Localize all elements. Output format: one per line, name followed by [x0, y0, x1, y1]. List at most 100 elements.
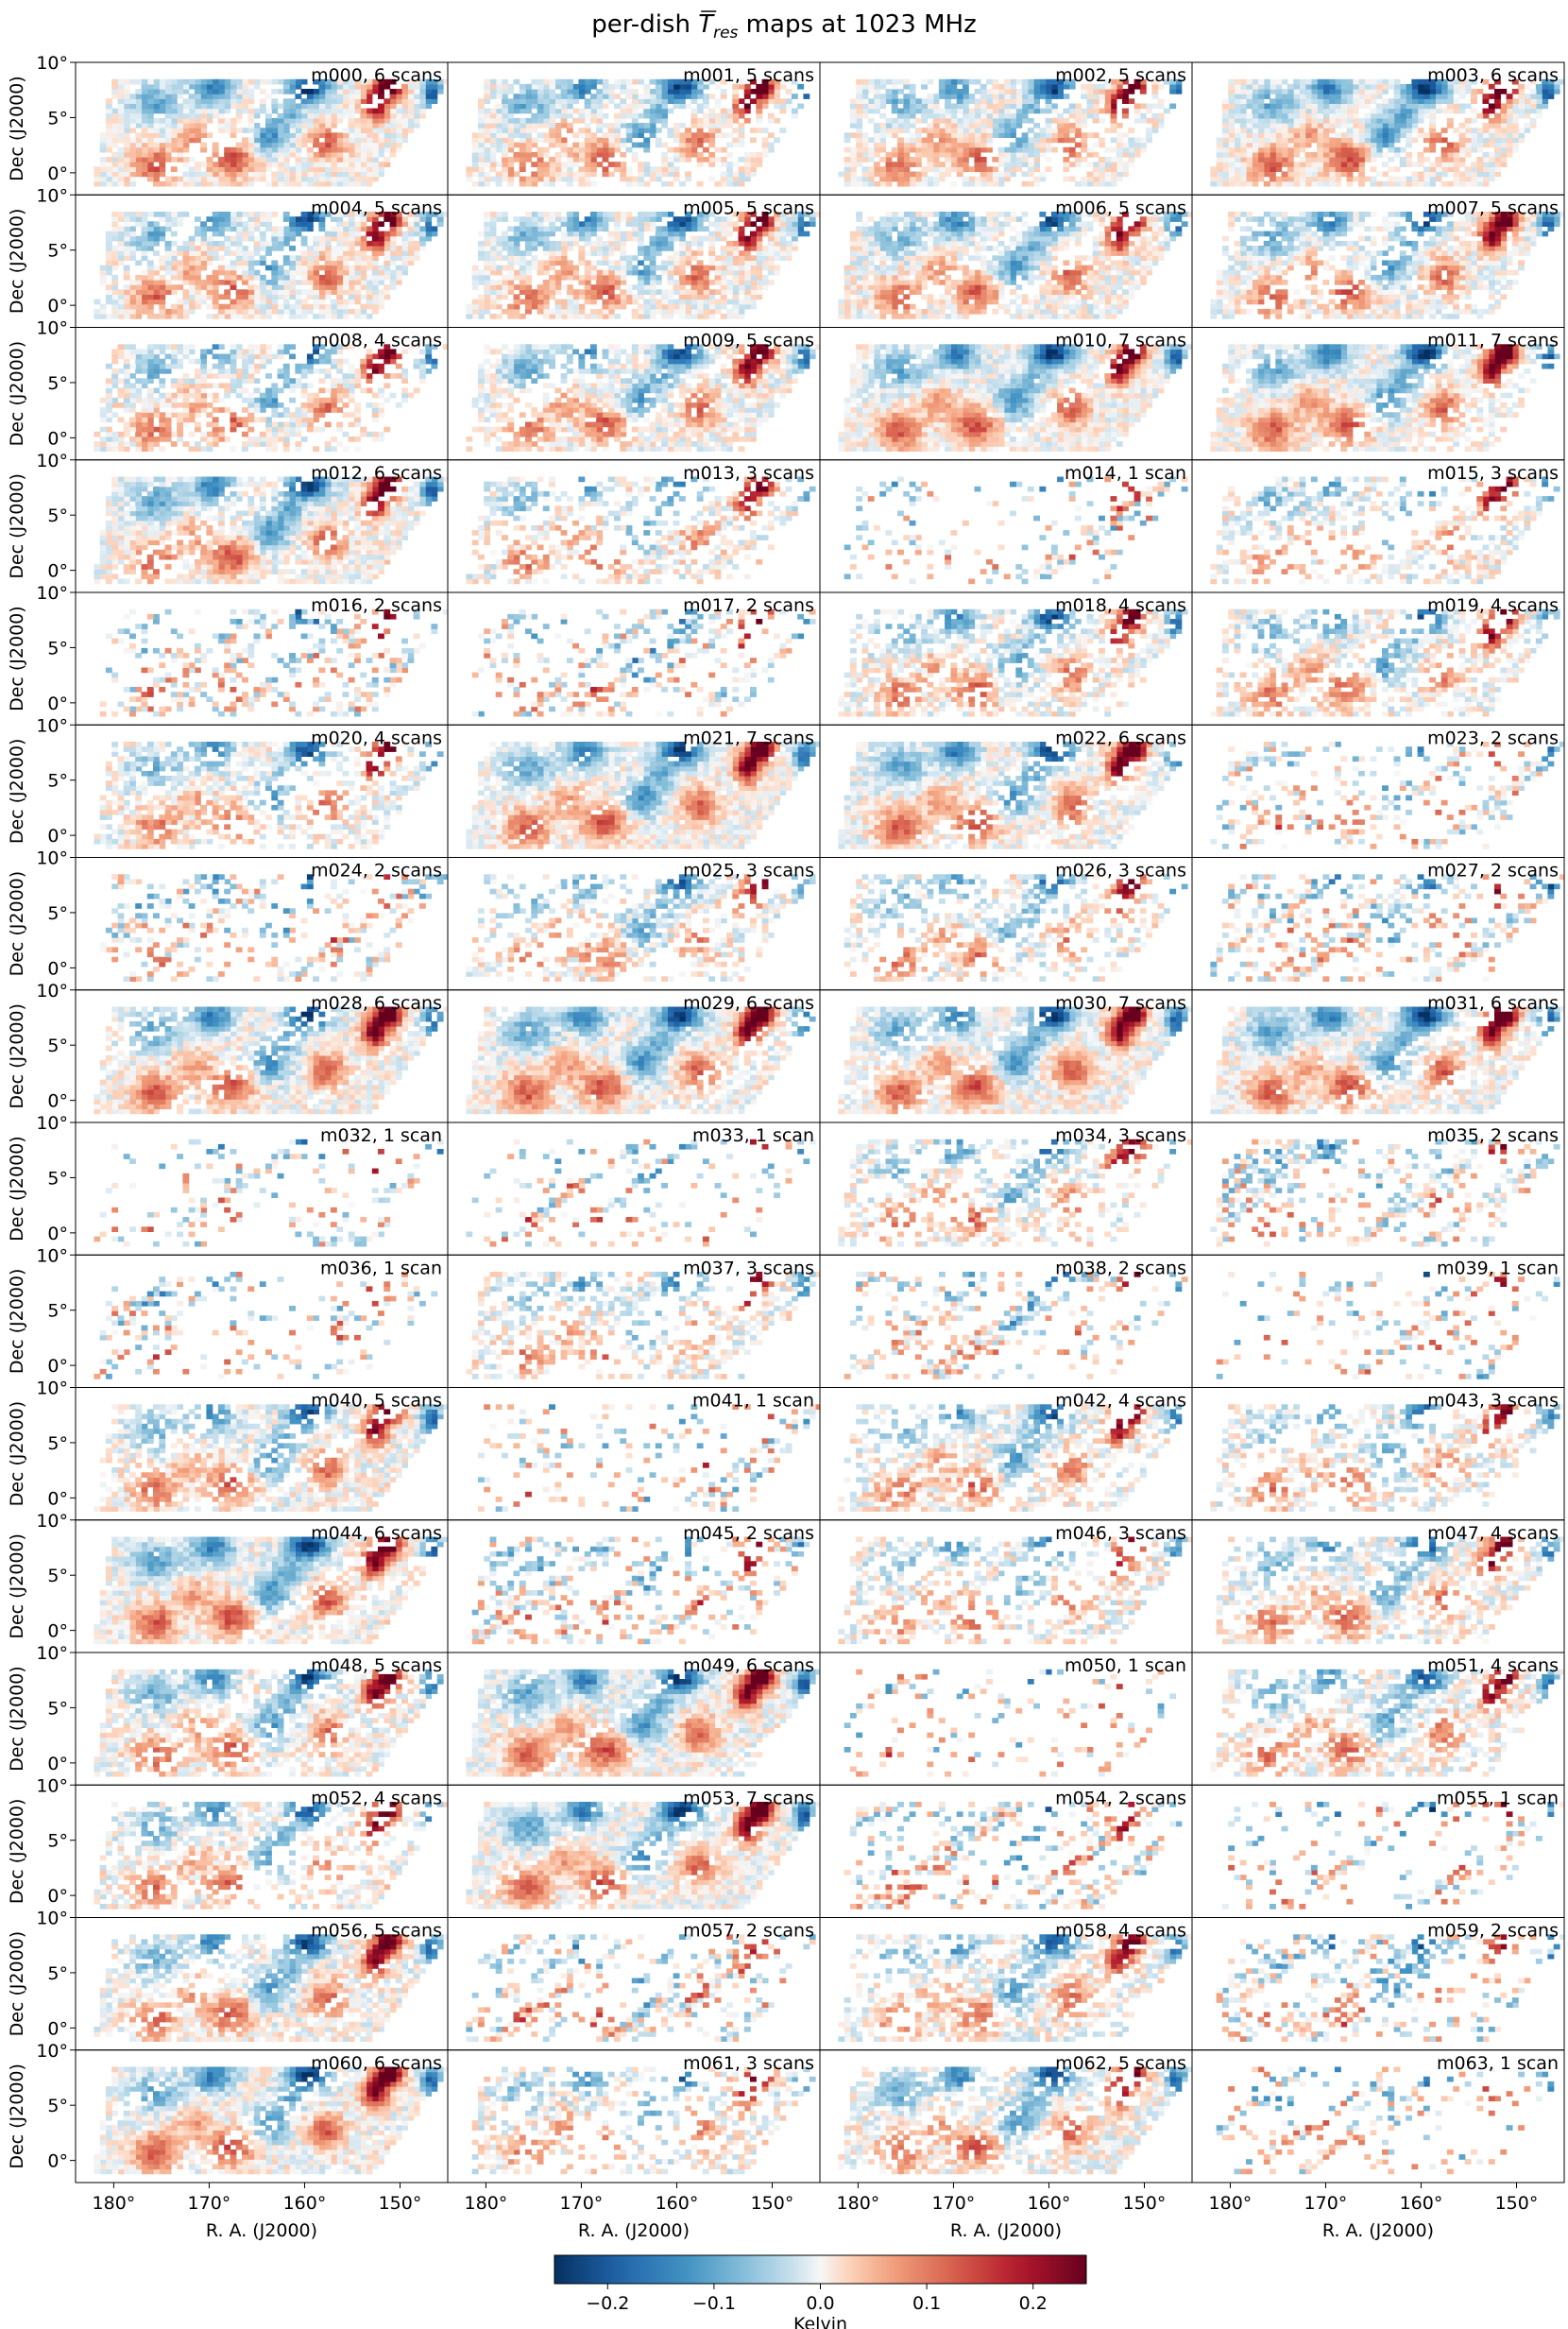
- map-pixel: [217, 314, 225, 319]
- map-pixel: [336, 151, 344, 158]
- map-pixel: [502, 103, 508, 110]
- map-pixel: [1027, 180, 1034, 187]
- map-pixel: [141, 117, 148, 124]
- map-pixel: [542, 294, 550, 300]
- map-pixel: [495, 280, 503, 285]
- map-pixel: [655, 142, 662, 148]
- map-pixel: [1482, 142, 1490, 148]
- map-pixel: [170, 221, 178, 227]
- map-pixel: [200, 142, 207, 148]
- panel-label: m001, 5 scans: [683, 65, 814, 86]
- map-pixel: [519, 98, 526, 104]
- map-pixel: [129, 108, 136, 114]
- map-pixel: [1068, 83, 1076, 90]
- map-pixel: [330, 269, 337, 276]
- map-pixel: [1003, 108, 1011, 114]
- map-pixel: [306, 216, 314, 222]
- map-pixel: [1021, 171, 1029, 178]
- map-pixel: [495, 162, 503, 167]
- map-pixel: [874, 166, 880, 172]
- map-pixel: [690, 289, 698, 295]
- map-pixel: [378, 137, 384, 144]
- map-pixel: [159, 314, 166, 319]
- map-pixel: [354, 260, 361, 266]
- map-pixel: [366, 260, 373, 266]
- map-pixel: [153, 176, 160, 182]
- map-pixel: [1216, 157, 1223, 163]
- map-pixel: [177, 142, 183, 148]
- map-pixel: [974, 128, 981, 133]
- map-pixel: [1476, 128, 1484, 133]
- map-pixel: [217, 226, 225, 232]
- map-pixel: [217, 98, 225, 104]
- map-pixel: [885, 78, 893, 85]
- map-pixel: [673, 146, 680, 153]
- map-pixel: [602, 308, 609, 315]
- map-pixel: [418, 231, 426, 237]
- map-pixel: [330, 176, 337, 182]
- map-pixel: [1310, 180, 1318, 187]
- map-pixel: [1146, 128, 1152, 133]
- map-pixel: [1518, 137, 1525, 144]
- y-axis-label: Dec (J2000): [7, 76, 27, 181]
- map-pixel: [282, 255, 290, 261]
- map-pixel: [1370, 176, 1377, 182]
- map-pixel: [105, 180, 112, 187]
- map-pixel: [1375, 151, 1383, 158]
- map-pixel: [542, 123, 550, 128]
- map-pixel: [318, 274, 326, 281]
- map-pixel: [602, 289, 609, 295]
- map-pixel: [366, 89, 373, 94]
- map-pixel: [774, 137, 780, 144]
- map-pixel: [1440, 108, 1448, 114]
- map-pixel: [938, 151, 946, 158]
- map-pixel: [242, 231, 248, 237]
- map-pixel: [874, 108, 880, 114]
- map-pixel: [1221, 117, 1229, 124]
- map-pixel: [1092, 117, 1099, 124]
- map-pixel: [856, 123, 863, 128]
- map-pixel: [1494, 157, 1501, 163]
- map-pixel: [1406, 117, 1412, 124]
- map-pixel: [720, 157, 727, 163]
- map-pixel: [750, 269, 757, 276]
- map-pixel: [537, 299, 544, 305]
- map-pixel: [324, 260, 332, 266]
- map-pixel: [1063, 146, 1070, 153]
- map-pixel: [371, 246, 379, 251]
- map-pixel: [289, 103, 296, 110]
- map-pixel: [1328, 171, 1336, 178]
- map-pixel: [867, 137, 875, 144]
- map-pixel: [271, 180, 279, 187]
- map-pixel: [318, 78, 326, 85]
- map-pixel: [1257, 142, 1265, 148]
- map-pixel: [188, 294, 196, 300]
- map-pixel: [584, 108, 591, 114]
- map-pixel: [313, 132, 319, 138]
- map-pixel: [1116, 166, 1123, 172]
- map-pixel: [1074, 108, 1082, 114]
- map-pixel: [956, 146, 963, 153]
- map-pixel: [1406, 151, 1412, 158]
- map-pixel: [861, 89, 869, 94]
- map-pixel: [1352, 98, 1359, 104]
- map-pixel: [690, 108, 698, 114]
- map-pixel: [1110, 103, 1117, 110]
- map-pixel: [282, 103, 290, 110]
- map-pixel: [146, 260, 154, 266]
- map-pixel: [141, 151, 148, 158]
- map-pixel: [572, 117, 579, 124]
- map-pixel: [1388, 117, 1395, 124]
- map-pixel: [708, 142, 716, 148]
- map-pixel: [407, 108, 415, 114]
- map-pixel: [342, 299, 349, 305]
- map-pixel: [354, 314, 361, 319]
- map-pixel: [1334, 146, 1341, 153]
- map-pixel: [1027, 162, 1034, 167]
- map-pixel: [247, 94, 255, 99]
- map-pixel: [638, 142, 644, 148]
- map-pixel: [330, 151, 337, 158]
- map-pixel: [1375, 78, 1383, 85]
- map-pixel: [425, 103, 433, 110]
- map-pixel: [389, 260, 397, 266]
